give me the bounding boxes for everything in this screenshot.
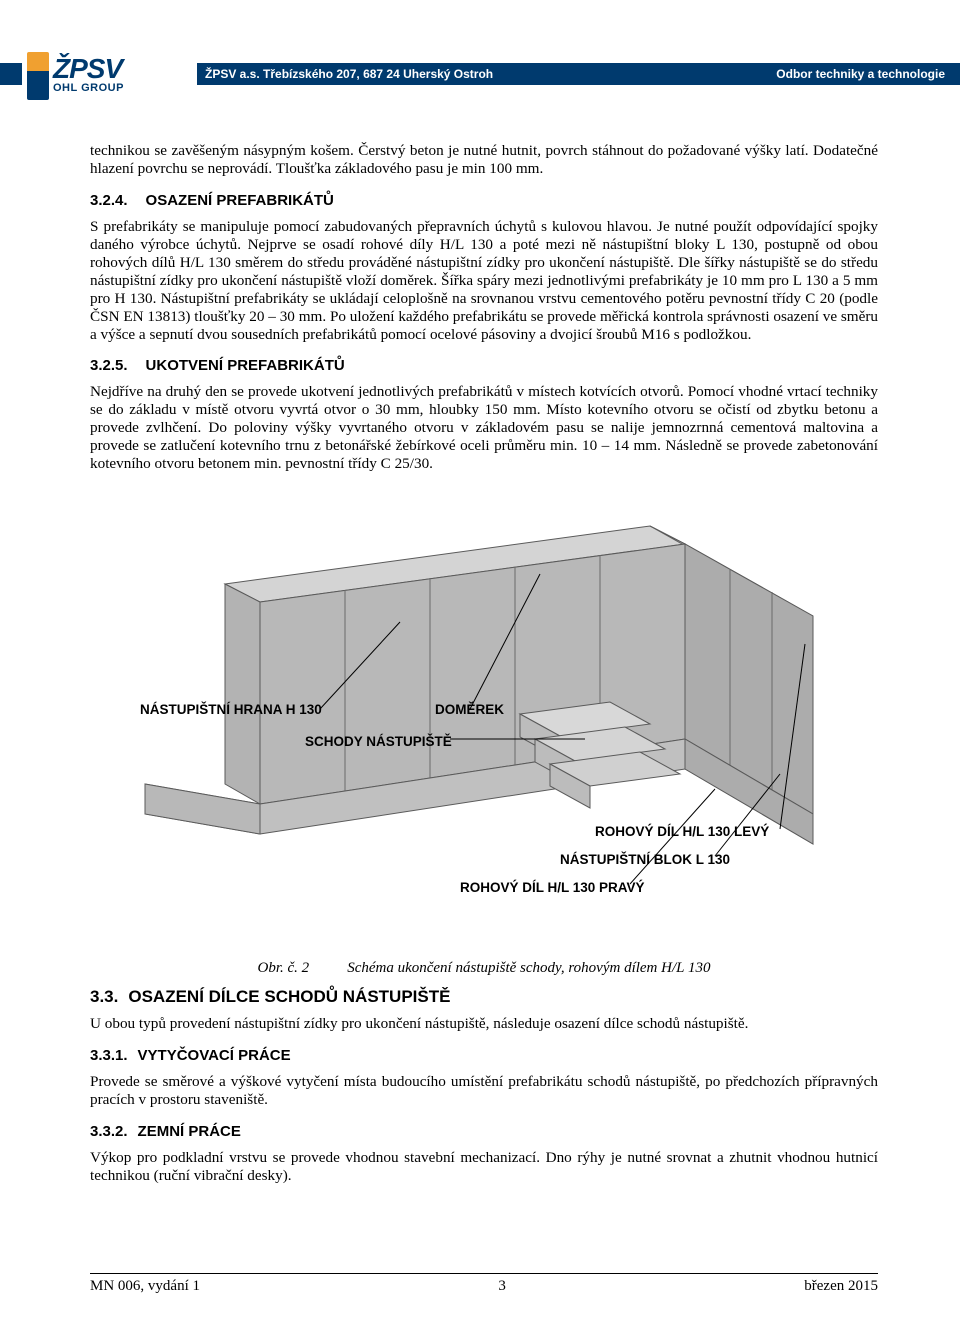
- section-num: 3.2.4.: [90, 192, 128, 209]
- section-325-text: Nejdříve na druhý den se provede ukotven…: [90, 383, 878, 473]
- section-title: OSAZENÍ PREFABRIKÁTŮ: [146, 192, 334, 209]
- section-331-text: Provede se směrové a výškové vytyčení mí…: [90, 1073, 878, 1109]
- logo-main: ŽPSV: [53, 56, 196, 81]
- section-num: 3.3.: [90, 987, 118, 1007]
- header-address: ŽPSV a.s. Třebízského 207, 687 24 Uhersk…: [205, 67, 493, 81]
- logo-block: ŽPSV OHL GROUP: [22, 47, 197, 103]
- header-department: Odbor techniky a technologie: [776, 67, 945, 81]
- footer-right: březen 2015: [804, 1278, 878, 1295]
- section-324-heading: 3.2.4. OSAZENÍ PREFABRIKÁTŮ: [90, 192, 878, 209]
- section-325-heading: 3.2.5. UKOTVENÍ PREFABRIKÁTŮ: [90, 357, 878, 374]
- footer-center: 3: [498, 1278, 506, 1295]
- section-num: 3.3.2.: [90, 1123, 128, 1140]
- section-324-text: S prefabrikáty se manipuluje pomocí zabu…: [90, 218, 878, 344]
- caption-text: Schéma ukončení nástupiště schody, rohov…: [347, 960, 710, 976]
- logo-sub: OHL GROUP: [53, 82, 196, 94]
- section-33-heading: 3.3. OSAZENÍ DÍLCE SCHODŮ NÁSTUPIŠTĚ: [90, 987, 878, 1007]
- label-hrana: NÁSTUPIŠTNÍ HRANA H 130: [140, 702, 322, 717]
- section-title: VYTYČOVACÍ PRÁCE: [138, 1047, 291, 1064]
- intro-paragraph: technikou se zavěšeným násypným košem. Č…: [90, 142, 878, 178]
- logo-icon: [27, 52, 49, 100]
- section-332-heading: 3.3.2. ZEMNÍ PRÁCE: [90, 1123, 878, 1140]
- label-roh-pravy: ROHOVÝ DÍL H/L 130 PRAVÝ: [460, 880, 645, 895]
- label-domerek: DOMĚREK: [435, 702, 504, 717]
- section-num: 3.2.5.: [90, 357, 128, 374]
- footer-left: MN 006, vydání 1: [90, 1278, 200, 1295]
- figure-2: NÁSTUPIŠTNÍ HRANA H 130 DOMĚREK SCHODY N…: [90, 484, 878, 954]
- page-content: technikou se zavěšeným násypným košem. Č…: [90, 142, 878, 1196]
- figure-caption: Obr. č. 2 Schéma ukončení nástupiště scho…: [90, 960, 878, 977]
- page-footer: MN 006, vydání 1 3 březen 2015: [90, 1273, 878, 1295]
- section-332-text: Výkop pro podkladní vrstvu se provede vh…: [90, 1149, 878, 1185]
- label-blok: NÁSTUPIŠTNÍ BLOK L 130: [560, 852, 730, 867]
- section-title: ZEMNÍ PRÁCE: [138, 1123, 241, 1140]
- section-33-text: U obou typů provedení nástupištní zídky …: [90, 1015, 878, 1033]
- caption-num: Obr. č. 2: [258, 960, 310, 977]
- section-title: OSAZENÍ DÍLCE SCHODŮ NÁSTUPIŠTĚ: [128, 987, 450, 1006]
- section-num: 3.3.1.: [90, 1047, 128, 1064]
- label-schody: SCHODY NÁSTUPIŠTĚ: [305, 734, 452, 749]
- section-title: UKOTVENÍ PREFABRIKÁTŮ: [146, 357, 345, 374]
- section-331-heading: 3.3.1. VYTYČOVACÍ PRÁCE: [90, 1047, 878, 1064]
- label-roh-levy: ROHOVÝ DÍL H/L 130 LEVÝ: [595, 824, 769, 839]
